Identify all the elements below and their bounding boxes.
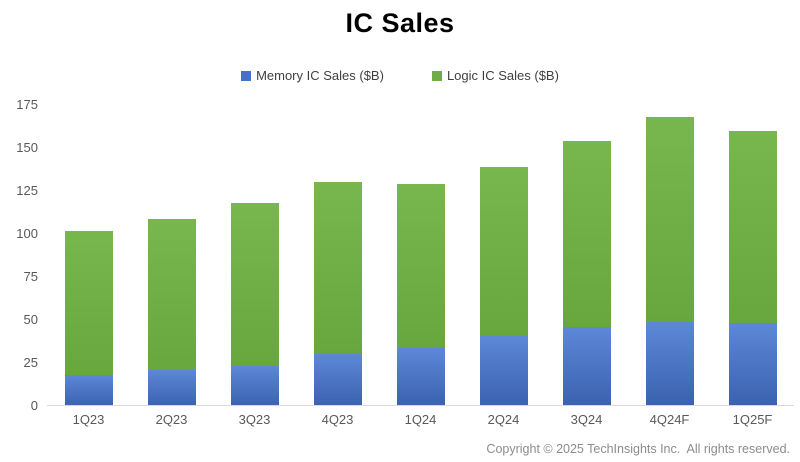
stacked-bar-3q23 xyxy=(230,203,279,406)
memory-segment-4q23 xyxy=(313,354,362,406)
legend-label: Logic IC Sales ($B) xyxy=(446,68,559,83)
y-axis: 0 25 50 75 100 125 150 175 xyxy=(0,97,38,413)
logic-segment-3q24 xyxy=(562,141,611,327)
memory-segment-1q24 xyxy=(396,347,445,406)
copyright-text: Copyright © 2025 TechInsights Inc. All r… xyxy=(486,442,790,456)
x-tick-label: 1Q23 xyxy=(72,412,105,427)
bars-container xyxy=(47,105,794,406)
x-tick-label: 1Q24 xyxy=(404,412,437,427)
memory-segment-1q23 xyxy=(64,375,113,406)
x-axis-line xyxy=(47,405,794,406)
y-tick-label: 125 xyxy=(16,183,38,198)
logic-segment-3q23 xyxy=(230,203,279,367)
legend-swatch-icon xyxy=(241,70,252,81)
x-tick-label: 4Q24F xyxy=(649,412,690,427)
y-tick-label: 75 xyxy=(23,269,38,284)
y-tick-label: 0 xyxy=(30,398,38,413)
logic-segment-1q25f xyxy=(728,130,777,324)
legend-item: Logic IC Sales ($B) xyxy=(431,68,559,83)
x-axis-labels: 1Q23 2Q23 3Q23 4Q23 1Q24 2Q24 3Q24 4Q24F 1Q25F xyxy=(47,412,794,427)
memory-segment-1q25f xyxy=(728,323,777,406)
y-tick-label: 175 xyxy=(16,97,38,112)
memory-segment-3q23 xyxy=(230,366,279,406)
logic-segment-4q23 xyxy=(313,182,362,355)
y-tick-label: 100 xyxy=(16,226,38,241)
memory-segment-3q24 xyxy=(562,326,611,406)
x-tick-label: 4Q23 xyxy=(321,412,354,427)
y-tick-label: 25 xyxy=(23,355,38,370)
legend-swatch-icon xyxy=(431,70,442,81)
x-tick-label: 2Q24 xyxy=(487,412,520,427)
memory-segment-4q24f xyxy=(645,321,694,406)
legend-item: Memory IC Sales ($B) xyxy=(241,68,384,83)
x-tick-label: 3Q23 xyxy=(238,412,271,427)
stacked-bar-3q24 xyxy=(562,141,611,406)
logic-segment-2q24 xyxy=(479,166,528,336)
x-tick-label: 1Q25F xyxy=(732,412,773,427)
logic-segment-4q24f xyxy=(645,117,694,322)
logic-segment-2q23 xyxy=(147,218,196,370)
stacked-bar-1q25f xyxy=(728,130,777,406)
stacked-bar-1q24 xyxy=(396,184,445,406)
x-tick-label: 3Q24 xyxy=(570,412,603,427)
stacked-bar-1q23 xyxy=(64,230,113,406)
y-tick-label: 150 xyxy=(16,140,38,155)
logic-segment-1q23 xyxy=(64,230,113,375)
legend-label: Memory IC Sales ($B) xyxy=(256,68,384,83)
stacked-bar-2q24 xyxy=(479,166,528,406)
stacked-bar-4q24f xyxy=(645,117,694,406)
stacked-bar-2q23 xyxy=(147,218,196,406)
x-tick-label: 2Q23 xyxy=(155,412,188,427)
stacked-bar-4q23 xyxy=(313,182,362,406)
logic-segment-1q24 xyxy=(396,184,445,348)
chart-title: IC Sales xyxy=(345,8,455,38)
memory-segment-2q24 xyxy=(479,335,528,406)
legend: Memory IC Sales ($B) Logic IC Sales ($B) xyxy=(0,68,800,83)
y-tick-label: 50 xyxy=(23,312,38,327)
memory-segment-2q23 xyxy=(147,369,196,406)
